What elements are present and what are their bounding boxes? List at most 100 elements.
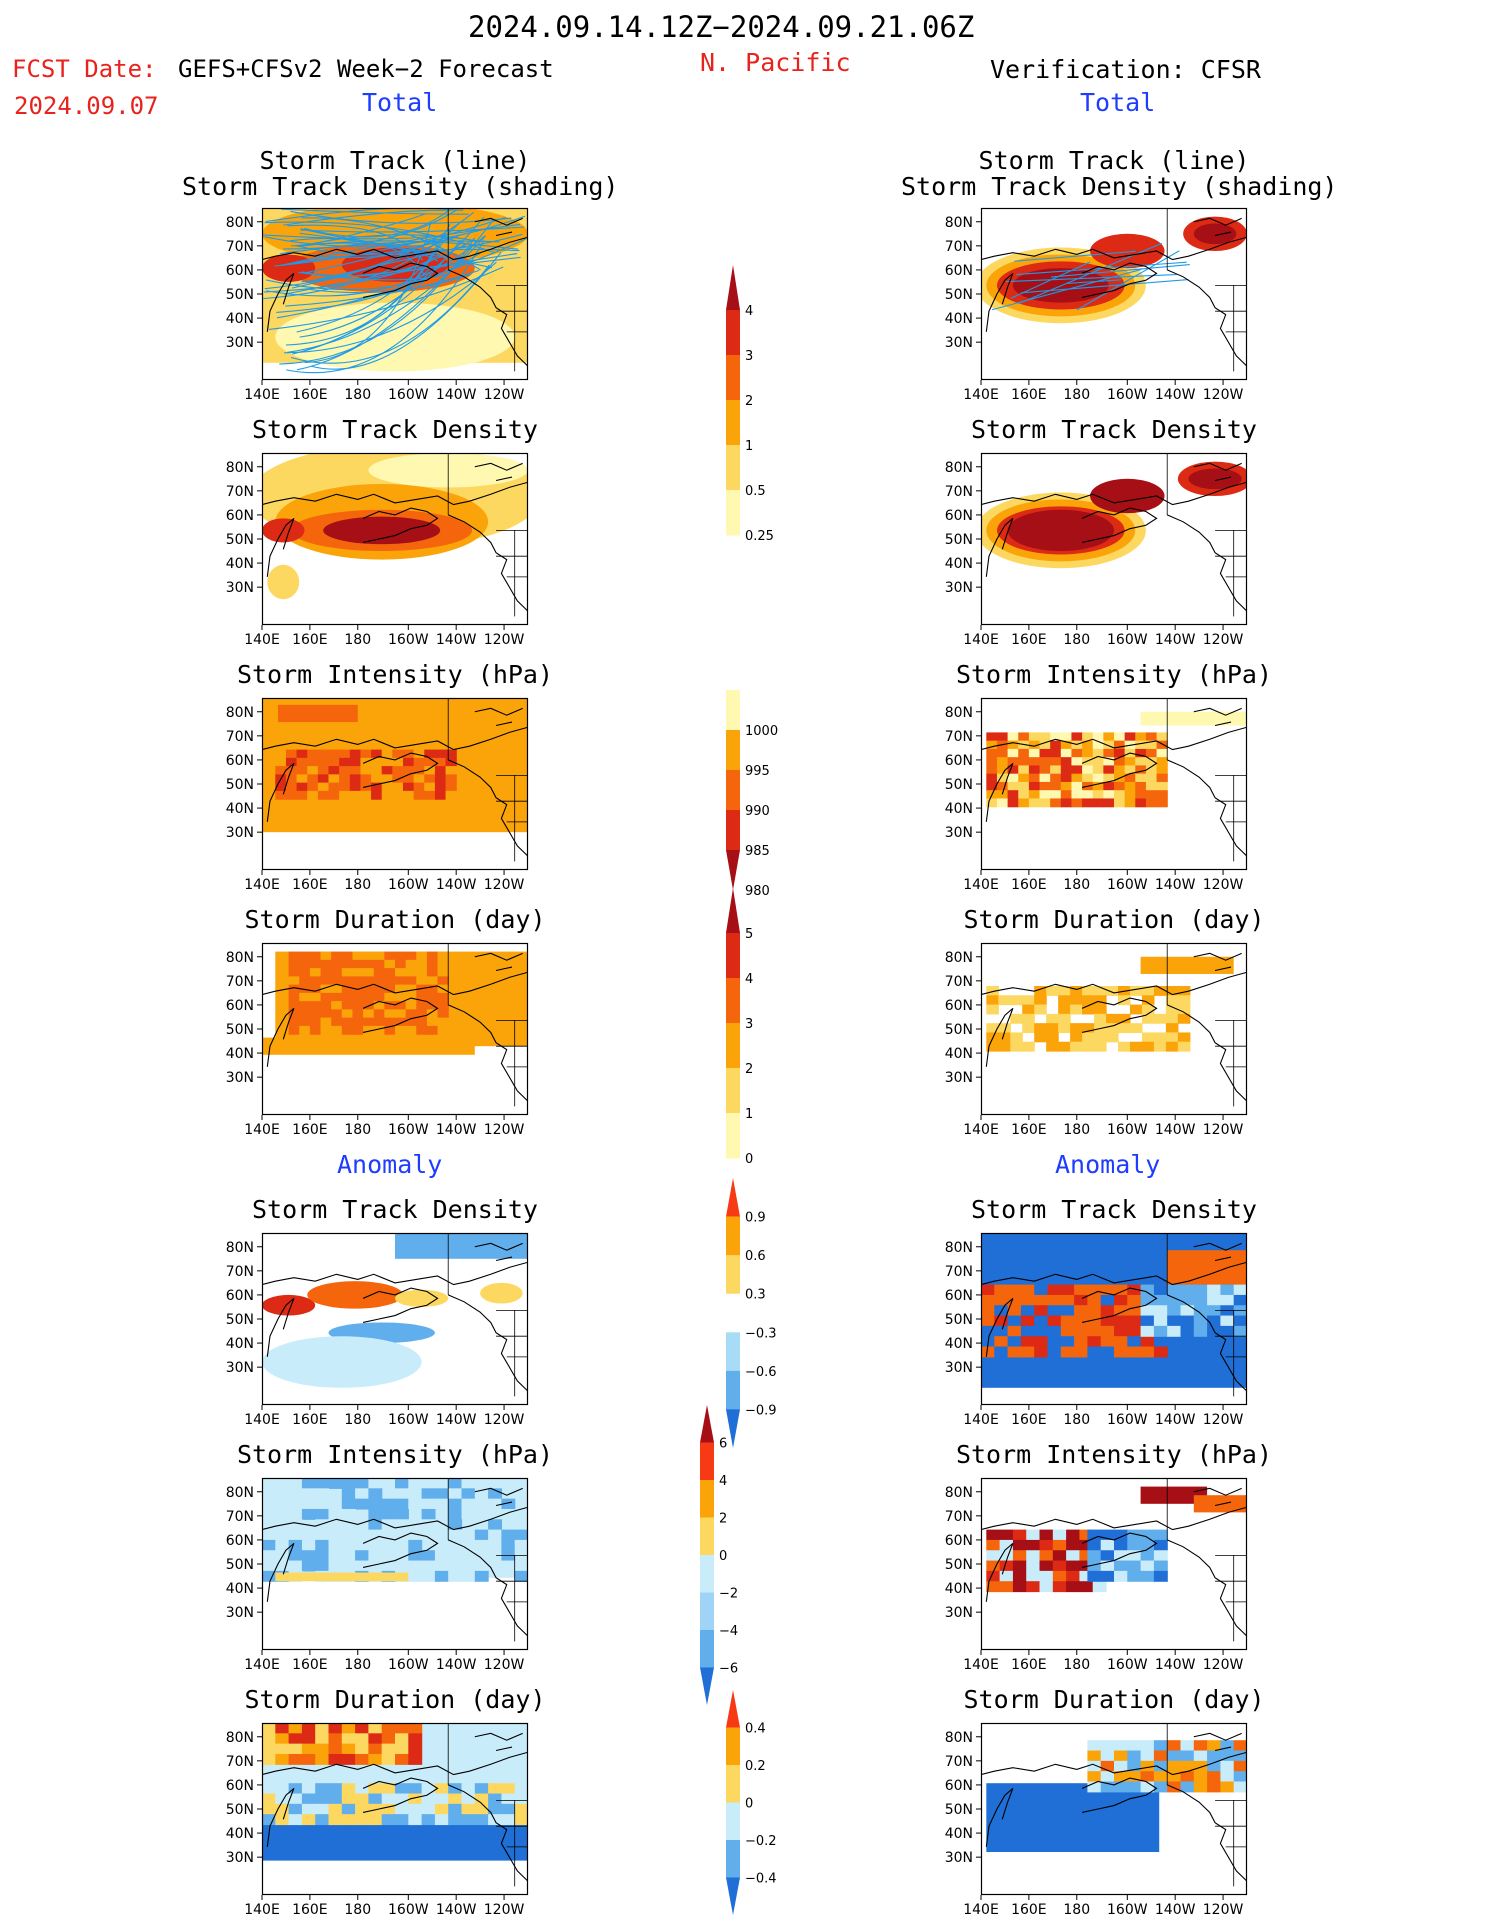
lon-tick-label: 180: [1063, 1657, 1090, 1673]
map-canvas: 80N 70N 60N 50N 40N 30N 140E 160E 180 160W 140W 120…: [945, 1722, 1248, 1918]
lat-tick-label: 40N: [226, 1581, 254, 1597]
lon-tick-label: 140E: [244, 1657, 280, 1673]
lat-tick-label: 40N: [226, 801, 254, 817]
lat-tick-label: 50N: [226, 287, 254, 303]
colorbar-label: −0.9: [745, 1403, 777, 1418]
lon-tick-label: 120W: [484, 1122, 525, 1138]
lat-tick-label: 60N: [226, 1288, 254, 1304]
lon-tick-label: 140E: [244, 387, 280, 403]
lon-tick-label: 160E: [1011, 387, 1047, 403]
lat-tick-label: 70N: [226, 1754, 254, 1770]
lat-tick-label: 80N: [945, 1730, 973, 1746]
colorbar-swatch: [700, 1592, 714, 1631]
field-shading: [986, 1740, 1247, 1852]
lon-tick-label: 160W: [388, 1122, 429, 1138]
lon-tick-label: 160E: [1011, 1122, 1047, 1138]
colorbar-label: 2: [719, 1512, 727, 1527]
lat-tick-label: 50N: [945, 532, 973, 548]
colorbar-swatch: [726, 1068, 740, 1114]
lon-tick-label: 120W: [484, 632, 525, 648]
map-panel-left-4: 80N 70N 60N 50N 40N 30N 140E 160E 180 160W 140W 120…: [226, 1232, 529, 1428]
lon-tick-label: 140E: [244, 1122, 280, 1138]
map-frame: [261, 697, 529, 871]
map-frame: [980, 697, 1248, 871]
lon-tick-label: 160E: [292, 1412, 328, 1428]
colorbar-label: 2: [745, 1062, 753, 1077]
map-panel-right-0: 80N 70N 60N 50N 40N 30N 140E 160E 180 160W 140W 120…: [945, 207, 1248, 403]
map-panel-left-3: 80N 70N 60N 50N 40N 30N 140E 160E 180 160W 140W 120…: [226, 942, 529, 1138]
field-shading: [262, 453, 528, 600]
map-panel-right-3: 80N 70N 60N 50N 40N 30N 140E 160E 180 160W 140W 120…: [945, 942, 1248, 1138]
panel-title: Storm Track Density: [252, 415, 538, 444]
coastline: [981, 1233, 1247, 1397]
colorbar-swatch: [726, 400, 740, 446]
lon-tick-label: 120W: [484, 387, 525, 403]
lon-tick-label: 140E: [963, 632, 999, 648]
colorbar-swatch: [726, 355, 740, 401]
colorbar-label: 3: [745, 349, 753, 364]
lat-tick-label: 50N: [226, 1312, 254, 1328]
colorbar-swatch: [726, 1370, 740, 1410]
lon-tick-label: 140W: [436, 877, 477, 893]
field-shading: [262, 208, 528, 374]
panel-title: Storm Intensity (hPa): [236, 1440, 554, 1469]
lat-tick-label: 50N: [226, 1022, 254, 1038]
coastline: [262, 1478, 528, 1642]
lat-tick-label: 40N: [945, 1046, 973, 1062]
lat-tick-label: 30N: [226, 1360, 254, 1376]
colorbar-label: −0.6: [745, 1365, 777, 1380]
period-title: 2024.09.14.12Z−2024.09.21.06Z: [468, 10, 975, 44]
lat-tick-label: 60N: [945, 263, 973, 279]
map-panel-left-2: 80N 70N 60N 50N 40N 30N 140E 160E 180 160W 140W 120…: [226, 697, 529, 893]
colorbar-label: 0.3: [745, 1288, 766, 1303]
lat-tick-label: 40N: [226, 1046, 254, 1062]
lat-tick-label: 30N: [226, 825, 254, 841]
lon-tick-label: 160W: [1107, 1657, 1148, 1673]
lon-tick-label: 160E: [292, 387, 328, 403]
lon-tick-label: 160W: [388, 632, 429, 648]
colorbar-5: 0.4 0.2 0 −0.2 −0.4: [726, 1690, 786, 1915]
map-panel-right-5: 80N 70N 60N 50N 40N 30N 140E 160E 180 160W 140W 120…: [945, 1477, 1248, 1673]
colorbar-swatch: [700, 1480, 714, 1518]
lat-tick-label: 60N: [945, 1288, 973, 1304]
lon-tick-label: 160E: [292, 1122, 328, 1138]
field-shading: [262, 1723, 528, 1861]
colorbar-label: 0: [719, 1549, 727, 1564]
colorbar-swatch: [726, 1023, 740, 1069]
coastline: [262, 208, 528, 372]
colorbar-swatch: [700, 1442, 714, 1481]
colorbar-swatch: [726, 1113, 740, 1159]
colorbar-label: −6: [719, 1662, 738, 1677]
lat-tick-label: 60N: [226, 508, 254, 524]
lon-tick-label: 140W: [1155, 387, 1196, 403]
coastline: [262, 698, 528, 862]
lon-tick-label: 160W: [388, 387, 429, 403]
colorbar-swatch: [700, 1667, 714, 1705]
lon-tick-label: 120W: [484, 877, 525, 893]
lon-tick-label: 120W: [1203, 387, 1244, 403]
lon-tick-label: 180: [1063, 387, 1090, 403]
field-shading: [981, 1233, 1247, 1388]
lon-tick-label: 120W: [1203, 632, 1244, 648]
lon-tick-label: 140E: [244, 1902, 280, 1918]
colorbar-swatch: [726, 850, 740, 890]
colorbar-swatch: [726, 810, 740, 851]
lon-tick-label: 140E: [963, 1412, 999, 1428]
lat-tick-label: 40N: [945, 311, 973, 327]
lon-tick-label: 160W: [1107, 1902, 1148, 1918]
lon-tick-label: 180: [1063, 632, 1090, 648]
colorbar-swatch: [726, 770, 740, 811]
map-frame: [261, 1722, 529, 1896]
colorbar-label: 985: [745, 844, 770, 859]
colorbar-swatch: [726, 1727, 740, 1766]
colorbar-label: −0.3: [745, 1326, 777, 1341]
lon-tick-label: 160E: [292, 1902, 328, 1918]
colorbar-label: 1: [745, 1107, 753, 1122]
colorbar-label: −0.2: [745, 1834, 777, 1849]
lon-tick-label: 120W: [484, 1657, 525, 1673]
map-frame: [980, 1477, 1248, 1651]
field-shading: [981, 216, 1247, 324]
colorbar-swatch: [726, 730, 740, 771]
coastline: [981, 943, 1247, 1107]
panel-title: Storm Track Density: [971, 415, 1257, 444]
